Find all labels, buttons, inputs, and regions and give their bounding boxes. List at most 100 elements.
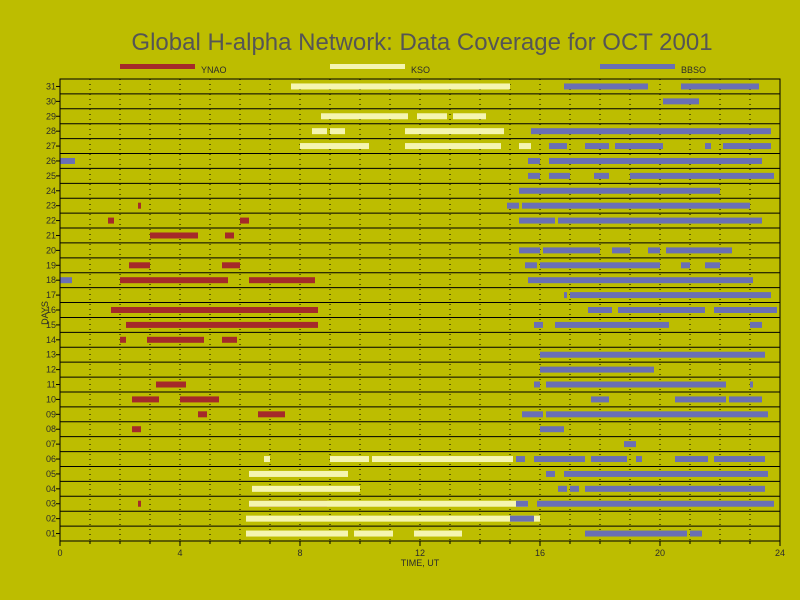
coverage-bar-bbso-day-13 bbox=[540, 351, 765, 358]
coverage-bar-bbso-day-20 bbox=[666, 247, 732, 254]
legend-label-bbso: BBSO bbox=[681, 65, 706, 75]
coverage-bar-bbso-day-6 bbox=[675, 456, 708, 463]
coverage-bar-bbso-day-6 bbox=[636, 456, 642, 463]
y-tick-label: 22 bbox=[46, 216, 56, 226]
y-tick-label: 27 bbox=[46, 141, 56, 151]
coverage-bar-kso-day-27 bbox=[300, 143, 369, 150]
coverage-bar-kso-day-6 bbox=[264, 456, 270, 463]
coverage-bar-kso-day-1 bbox=[414, 530, 462, 537]
coverage-bar-kso-day-27 bbox=[519, 143, 531, 150]
x-tick-label: 8 bbox=[297, 548, 302, 558]
coverage-bar-kso-day-31 bbox=[291, 83, 510, 90]
legend-label-kso: KSO bbox=[411, 65, 430, 75]
coverage-bar-bbso-day-8 bbox=[540, 426, 564, 433]
coverage-bar-bbso-day-3 bbox=[516, 500, 528, 507]
coverage-bar-bbso-day-18 bbox=[60, 277, 72, 284]
y-tick-label: 13 bbox=[46, 350, 56, 360]
coverage-bar-kso-day-4 bbox=[252, 485, 360, 492]
coverage-bar-ynao-day-22 bbox=[108, 217, 114, 224]
coverage-bar-bbso-day-11 bbox=[750, 381, 753, 388]
axes: 0102030405060708091011121314151617181920… bbox=[46, 78, 785, 558]
coverage-bar-ynao-day-19 bbox=[129, 262, 150, 269]
gridlines bbox=[60, 78, 780, 541]
coverage-bar-bbso-day-11 bbox=[534, 381, 540, 388]
x-axis-label: TIME, UT bbox=[401, 558, 440, 568]
coverage-bar-ynao-day-10 bbox=[180, 396, 219, 403]
coverage-bar-bbso-day-17 bbox=[570, 292, 771, 299]
y-tick-label: 19 bbox=[46, 260, 56, 270]
coverage-bar-bbso-day-15 bbox=[750, 321, 762, 328]
coverage-bars bbox=[60, 83, 777, 537]
coverage-bar-bbso-day-1 bbox=[690, 530, 702, 537]
y-tick-label: 05 bbox=[46, 469, 56, 479]
coverage-bar-bbso-day-18 bbox=[528, 277, 753, 284]
coverage-bar-kso-day-3 bbox=[249, 500, 528, 507]
coverage-bar-kso-day-6 bbox=[372, 456, 513, 463]
coverage-bar-ynao-day-10 bbox=[132, 396, 159, 403]
coverage-bar-ynao-day-14 bbox=[147, 336, 204, 343]
x-tick-label: 20 bbox=[655, 548, 665, 558]
coverage-bar-ynao-day-19 bbox=[222, 262, 240, 269]
y-tick-label: 29 bbox=[46, 111, 56, 121]
y-tick-label: 23 bbox=[46, 201, 56, 211]
coverage-bar-ynao-day-14 bbox=[120, 336, 126, 343]
y-tick-label: 07 bbox=[46, 439, 56, 449]
x-tick-label: 16 bbox=[535, 548, 545, 558]
coverage-bar-kso-day-27 bbox=[405, 143, 501, 150]
coverage-bar-bbso-day-6 bbox=[591, 456, 627, 463]
coverage-bar-bbso-day-7 bbox=[624, 441, 636, 448]
y-tick-label: 31 bbox=[46, 81, 56, 91]
coverage-bar-bbso-day-5 bbox=[546, 470, 555, 477]
y-tick-label: 03 bbox=[46, 499, 56, 509]
y-tick-label: 01 bbox=[46, 529, 56, 539]
coverage-bar-ynao-day-9 bbox=[258, 411, 285, 418]
coverage-bar-bbso-day-19 bbox=[525, 262, 537, 269]
y-tick-label: 08 bbox=[46, 424, 56, 434]
y-tick-label: 17 bbox=[46, 290, 56, 300]
coverage-bar-kso-day-5 bbox=[249, 470, 348, 477]
coverage-bar-bbso-day-31 bbox=[681, 83, 759, 90]
coverage-bar-ynao-day-14 bbox=[222, 336, 237, 343]
coverage-bar-bbso-day-15 bbox=[555, 321, 669, 328]
coverage-bar-bbso-day-19 bbox=[705, 262, 720, 269]
coverage-bar-bbso-day-30 bbox=[663, 98, 699, 105]
coverage-bar-bbso-day-26 bbox=[528, 157, 540, 164]
coverage-bar-ynao-day-18 bbox=[249, 277, 315, 284]
coverage-bar-kso-day-6 bbox=[330, 456, 369, 463]
y-tick-label: 11 bbox=[47, 380, 56, 390]
coverage-bar-bbso-day-28 bbox=[531, 128, 771, 135]
coverage-bar-bbso-day-16 bbox=[588, 307, 612, 313]
y-tick-label: 26 bbox=[46, 156, 56, 166]
coverage-bar-kso-day-29 bbox=[453, 113, 486, 120]
coverage-bar-bbso-day-6 bbox=[714, 456, 765, 463]
legend: YNAO KSO BBSO bbox=[120, 64, 706, 75]
coverage-bar-bbso-day-9 bbox=[546, 411, 768, 418]
coverage-bar-ynao-day-8 bbox=[132, 426, 141, 433]
coverage-bar-bbso-day-25 bbox=[630, 172, 774, 179]
coverage-bar-bbso-day-4 bbox=[558, 485, 567, 492]
coverage-bar-bbso-day-16 bbox=[618, 307, 705, 313]
coverage-bar-ynao-day-11 bbox=[156, 381, 186, 388]
coverage-bar-ynao-day-22 bbox=[240, 217, 249, 224]
coverage-bar-bbso-day-9 bbox=[522, 411, 543, 418]
coverage-bar-bbso-day-24 bbox=[519, 187, 720, 194]
coverage-bar-bbso-day-27 bbox=[723, 143, 771, 150]
y-tick-label: 25 bbox=[46, 171, 56, 181]
coverage-bar-bbso-day-25 bbox=[549, 172, 570, 179]
coverage-bar-bbso-day-6 bbox=[534, 456, 585, 463]
legend-swatch-bbso bbox=[600, 64, 675, 69]
coverage-bar-bbso-day-19 bbox=[540, 262, 660, 269]
y-tick-label: 12 bbox=[46, 365, 56, 375]
coverage-bar-kso-day-2 bbox=[246, 515, 540, 522]
y-tick-label: 15 bbox=[46, 320, 56, 330]
y-tick-label: 04 bbox=[46, 484, 56, 494]
coverage-bar-kso-day-1 bbox=[246, 530, 348, 537]
coverage-bar-ynao-day-21 bbox=[225, 232, 234, 239]
coverage-bar-bbso-day-4 bbox=[570, 485, 579, 492]
coverage-bar-bbso-day-17 bbox=[564, 292, 567, 299]
coverage-bar-kso-day-29 bbox=[321, 113, 408, 120]
y-tick-label: 30 bbox=[46, 96, 56, 106]
coverage-bar-kso-day-28 bbox=[405, 128, 504, 135]
coverage-bar-bbso-day-10 bbox=[591, 396, 609, 403]
